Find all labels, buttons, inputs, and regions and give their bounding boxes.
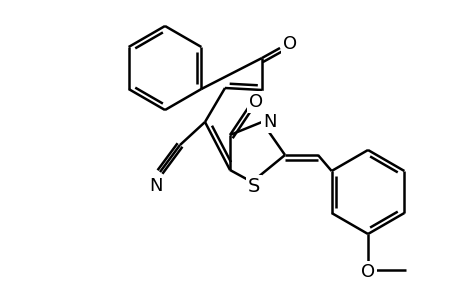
Text: O: O: [282, 35, 297, 53]
Text: S: S: [247, 176, 260, 196]
Text: O: O: [248, 93, 263, 111]
Text: N: N: [149, 177, 162, 195]
Text: N: N: [263, 113, 276, 131]
Text: O: O: [360, 263, 374, 281]
